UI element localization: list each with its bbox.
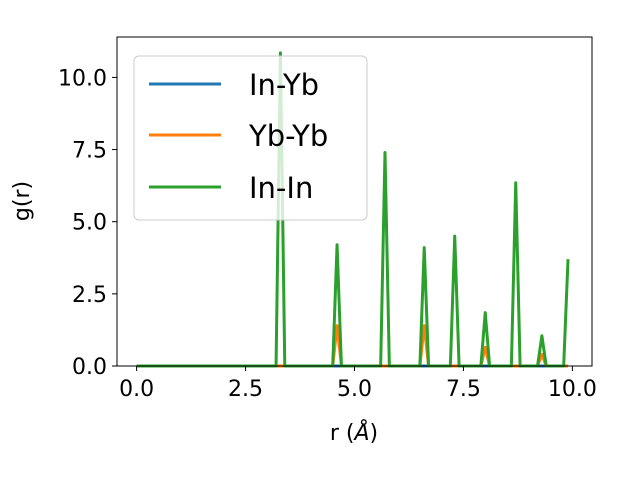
x-axis-title-close: ) (370, 421, 379, 446)
legend-label-in-yb: In-Yb (249, 68, 319, 102)
x-axis-title-main: r ( (330, 421, 355, 446)
y-tick-label: 5.0 (72, 211, 107, 236)
x-tick-label: 7.5 (446, 377, 481, 402)
y-tick-label: 2.5 (72, 283, 107, 308)
x-tick-label: 2.5 (228, 377, 263, 402)
ticks-layer: 0.0 2.5 5.0 7.5 10.0 0.0 2.5 5.0 7.5 10.0 (58, 66, 597, 402)
y-tick-label: 0.0 (72, 355, 107, 380)
x-axis-title-unit: Å (352, 419, 369, 446)
legend-label-in-in: In-In (249, 171, 313, 205)
x-tick-label: 10.0 (548, 377, 597, 402)
legend: In-Yb Yb-Yb In-In (133, 55, 368, 221)
legend-box (133, 55, 368, 221)
x-tick-label: 0.0 (119, 377, 154, 402)
x-tick-label: 5.0 (337, 377, 372, 402)
y-axis-title: g(r) (10, 181, 35, 221)
x-axis-title: r (Å) (330, 419, 378, 446)
y-tick-label: 7.5 (72, 139, 107, 164)
y-tick-label: 10.0 (58, 66, 107, 91)
legend-label-yb-yb: Yb-Yb (248, 119, 328, 153)
